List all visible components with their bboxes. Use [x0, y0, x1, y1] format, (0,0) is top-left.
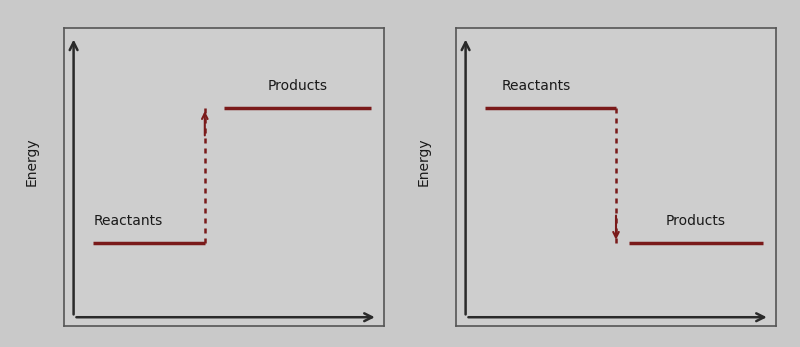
Text: Energy: Energy [417, 138, 431, 186]
Text: Products: Products [666, 214, 726, 228]
Text: Reactants: Reactants [502, 79, 570, 93]
Text: Energy: Energy [25, 138, 39, 186]
Text: Products: Products [267, 79, 328, 93]
Text: Reactants: Reactants [94, 214, 162, 228]
